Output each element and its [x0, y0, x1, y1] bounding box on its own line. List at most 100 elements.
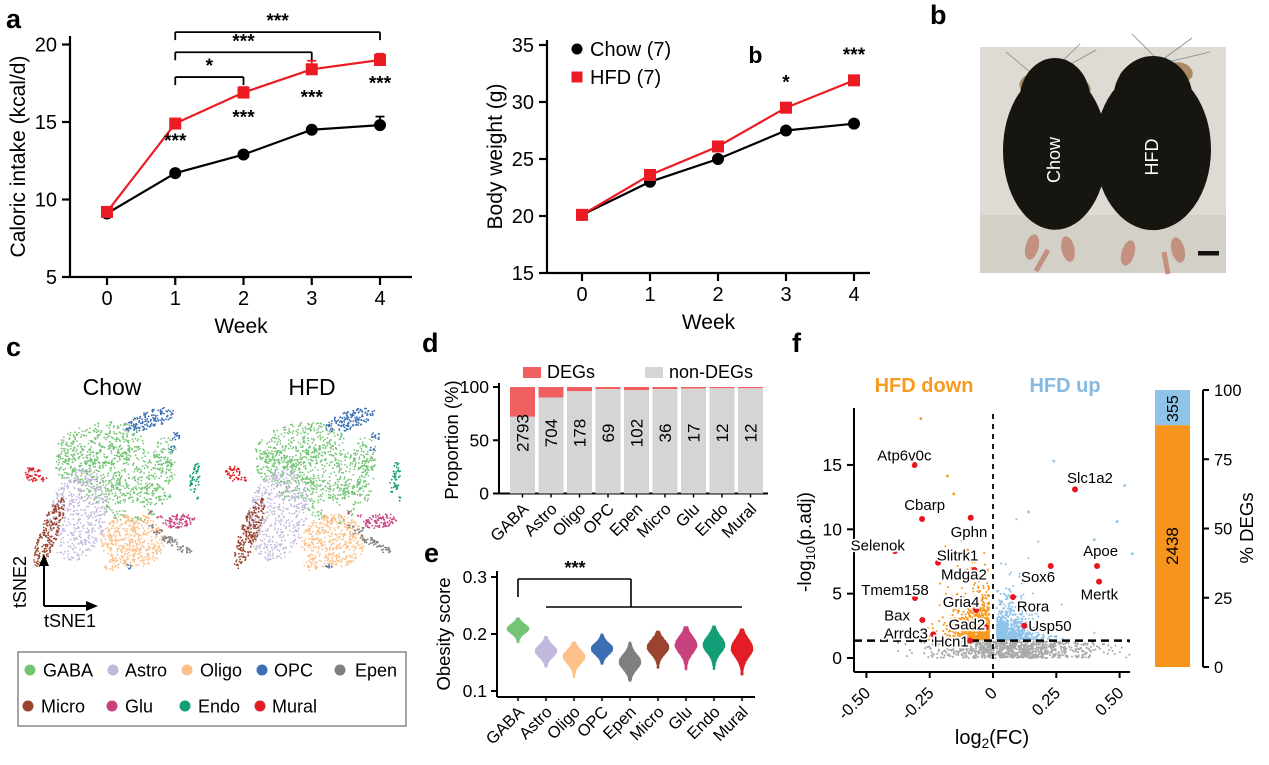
panel-letter-c: c — [6, 332, 22, 362]
tsne-plot — [24, 406, 201, 572]
gene-label-Usp50: Usp50 — [1028, 618, 1071, 635]
legend-item-Astro: Astro — [107, 661, 167, 681]
legend-item-GABA: GABA — [24, 661, 93, 681]
cluster-Epen — [148, 523, 193, 554]
panel-letter-b: b — [930, 0, 947, 30]
svg-text:HFD (7): HFD (7) — [590, 67, 661, 89]
panel-letter-e: e — [424, 538, 440, 568]
svg-text:*: * — [782, 72, 790, 93]
tsne-title-hfd: HFD — [288, 374, 335, 400]
svg-text:30: 30 — [512, 92, 534, 114]
svg-text:***: *** — [843, 45, 866, 66]
photo: Chow HFD — [980, 33, 1226, 275]
gene-label-Rora: Rora — [1017, 599, 1050, 616]
bars: 2793GABA704Astro178Oligo69OPC102Epen36Mi… — [487, 387, 763, 545]
gene-label-Arrdc3: Arrdc3 — [884, 626, 928, 643]
threshold-lines — [854, 414, 1130, 672]
svg-text:***: *** — [301, 87, 324, 108]
svg-text:5: 5 — [46, 267, 57, 289]
cluster-Micro — [233, 497, 266, 570]
legend-item-OPC: OPC — [256, 661, 313, 681]
svg-text:HFD: HFD — [288, 374, 335, 400]
panel-letter-f: f — [792, 328, 801, 358]
svg-text:Week: Week — [214, 315, 268, 338]
svg-text:***: *** — [232, 31, 255, 52]
cluster-Mural — [224, 465, 247, 482]
tsne-plot — [224, 407, 402, 572]
legend-item-Mural: Mural — [254, 697, 317, 717]
legend-item-Micro: Micro — [22, 697, 85, 717]
gene-label-Tmem158: Tmem158 — [861, 582, 929, 599]
svg-text:4: 4 — [374, 288, 385, 310]
legend-item-Endo: Endo — [179, 697, 240, 717]
cluster-Glu — [347, 510, 397, 529]
mouse-photo: Chow HFD — [980, 33, 1226, 275]
svg-text:Caloric intake (kcal/d): Caloric intake (kcal/d) — [7, 56, 30, 258]
svg-text:35: 35 — [512, 35, 534, 57]
line-chart: 15 20 25 30 35 0 1 2 3 4 Body weight (g) Week Chow (… — [484, 35, 870, 334]
legend-item-Epen: Epen — [334, 661, 397, 681]
title-hfd-up: HFD up — [1029, 375, 1100, 397]
gene-label-Bax: Bax — [884, 608, 910, 625]
svg-text:*: * — [206, 56, 214, 77]
significance-annotations: ****b — [748, 42, 865, 93]
cluster-Astro — [48, 467, 109, 561]
svg-text:1: 1 — [644, 284, 655, 306]
svg-text:***: *** — [164, 131, 187, 152]
gene-label-Gphn: Gphn — [951, 524, 988, 541]
cluster-OPC — [325, 407, 381, 569]
svg-text:0: 0 — [576, 284, 587, 306]
gene-label-Mertk: Mertk — [1081, 586, 1119, 603]
legend-item-Oligo: Oligo — [181, 661, 242, 681]
line-chart: 5 10 15 20 0 1 2 3 4 Caloric intake (kcal/d) Week *… — [7, 11, 412, 338]
cell-type-legend: GABA Astro Oligo OPC Epen Micro Glu Endo Mural — [17, 651, 407, 727]
svg-text:Chow: Chow — [83, 374, 142, 400]
caloric-intake-chart: 5 10 15 20 0 1 2 3 4 Caloric intake (kcal/d) Week *… — [7, 11, 412, 338]
mouse — [1003, 58, 1107, 273]
svg-text:3: 3 — [780, 284, 791, 306]
axes: 5 10 15 20 0 1 2 3 4 Caloric intake (kcal/d) Week — [7, 35, 412, 338]
svg-text:***: *** — [267, 11, 290, 32]
gene-label-Selenok: Selenok — [851, 537, 906, 554]
svg-text:20: 20 — [512, 206, 534, 228]
svg-text:Chow (7): Chow (7) — [590, 39, 671, 61]
photo-labels: Chow HFD — [1044, 136, 1162, 183]
gene-label-Slc1a2: Slc1a2 — [1067, 470, 1113, 487]
gene-label-Cbarp: Cbarp — [904, 497, 945, 514]
panel-letter-a: a — [6, 4, 22, 34]
panel-letter-d: d — [422, 328, 439, 358]
svg-text:2: 2 — [712, 284, 723, 306]
svg-text:25: 25 — [512, 149, 534, 171]
tsne-title-chow: Chow — [83, 374, 142, 400]
series-Chow — [101, 115, 386, 220]
series-HFD — [101, 52, 386, 218]
gene-label-Mdga2: Mdga2 — [941, 566, 987, 583]
chow-mouse-label: Chow — [1044, 136, 1064, 183]
axes: 15 20 25 30 35 0 1 2 3 4 Body weight (g) Week — [484, 35, 870, 334]
significance-annotations: ******************* — [164, 11, 392, 152]
scatter — [897, 417, 1134, 660]
svg-text:15: 15 — [35, 112, 57, 134]
svg-text:***: *** — [232, 108, 255, 129]
svg-text:b: b — [748, 42, 762, 68]
series-HFD-7- — [576, 74, 860, 221]
svg-text:3: 3 — [306, 288, 317, 310]
gene-label-Sox6: Sox6 — [1021, 569, 1055, 586]
significance: *** — [517, 558, 742, 608]
title-hfd-down: HFD down — [875, 375, 974, 397]
cluster-Mural — [24, 467, 48, 483]
body-weight-chart: 15 20 25 30 35 0 1 2 3 4 Body weight (g) Week Chow (… — [484, 35, 870, 334]
gene-label-Gad2: Gad2 — [949, 617, 986, 634]
svg-text:0: 0 — [101, 288, 112, 310]
cluster-Oligo — [100, 514, 165, 572]
